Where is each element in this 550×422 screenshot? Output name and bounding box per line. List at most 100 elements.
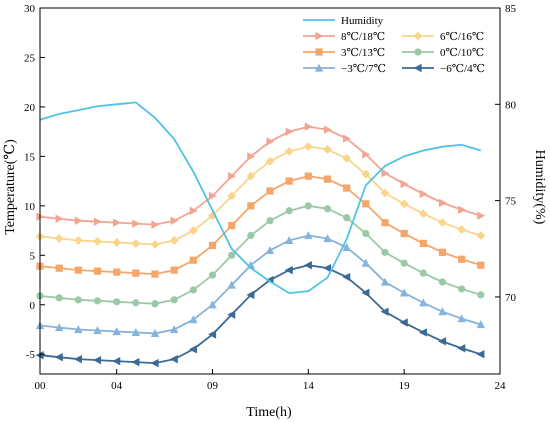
series-point	[55, 264, 63, 272]
y-axis-left-label: Temperature(℃)	[3, 139, 18, 235]
series-point	[380, 188, 390, 198]
series-point	[93, 297, 102, 305]
series-point	[419, 189, 428, 199]
series-point	[132, 269, 140, 277]
series-triangle-left	[35, 260, 485, 368]
series-point	[113, 268, 121, 276]
series-point	[131, 357, 140, 367]
series-point	[343, 184, 351, 192]
series-point	[380, 277, 390, 286]
series-point	[458, 205, 467, 214]
series-triangle-up	[35, 231, 486, 338]
series-point	[343, 134, 352, 143]
series-point	[457, 225, 467, 234]
series-point	[54, 352, 63, 362]
x-tick-label: 19	[399, 380, 411, 392]
plot-area	[35, 101, 486, 368]
y-right-tick-label: 75	[505, 196, 517, 208]
series-point	[304, 231, 313, 240]
series-point	[188, 345, 197, 354]
series-point	[227, 191, 237, 201]
series-point	[54, 234, 64, 243]
x-axis-label: Time(h)	[246, 405, 292, 420]
series-point	[438, 278, 447, 286]
series-point	[342, 153, 352, 163]
y-axis-right-label: Humidity(%)	[532, 150, 547, 225]
series-point	[150, 358, 159, 368]
series-point	[74, 266, 82, 274]
series-point	[170, 266, 178, 274]
series-point	[362, 229, 370, 238]
series-point	[399, 199, 409, 209]
legend-marker	[413, 31, 423, 41]
series-point	[93, 326, 102, 335]
series-point	[438, 248, 447, 256]
series-point	[400, 179, 409, 189]
series-point	[131, 328, 141, 337]
series-point	[150, 240, 160, 249]
y-right-tick-label: 85	[505, 3, 517, 15]
legend-marker	[413, 63, 422, 73]
series-point	[228, 171, 237, 181]
x-tick-label: 04	[111, 380, 123, 392]
series-point	[151, 300, 159, 308]
series-point	[246, 290, 255, 300]
legend-marker	[414, 48, 422, 56]
series-point	[458, 255, 466, 263]
series-point	[247, 231, 255, 240]
series-point	[438, 198, 447, 208]
series-point	[400, 259, 408, 267]
y-left-tick-label: -5	[26, 349, 36, 361]
series-point	[208, 241, 217, 250]
series-point	[284, 265, 293, 275]
y-left-tick-label: 30	[24, 3, 36, 15]
series-point	[361, 258, 371, 267]
y-right-tick-label: 80	[505, 99, 517, 111]
series-point	[112, 327, 121, 336]
series-square	[36, 172, 485, 278]
series-point	[438, 307, 447, 316]
series-point	[170, 216, 179, 225]
series-point	[189, 286, 197, 294]
series-point	[362, 150, 371, 159]
y-left-tick-label: 15	[24, 151, 36, 163]
series-point	[228, 251, 236, 259]
series-point	[284, 236, 294, 245]
series-point	[342, 242, 351, 251]
series-point	[457, 344, 466, 353]
legend-marker	[314, 63, 324, 72]
series-line	[39, 234, 482, 335]
series-point	[323, 125, 332, 134]
series-point	[419, 298, 428, 307]
humidity-line	[39, 101, 482, 295]
series-point	[303, 260, 312, 270]
series-point	[361, 288, 370, 298]
series-line	[39, 175, 482, 275]
series-point	[112, 356, 121, 366]
series-point	[132, 219, 141, 228]
series-point	[323, 234, 332, 243]
legend-label: 0℃/10℃	[440, 47, 484, 59]
series-point	[208, 330, 217, 339]
series-point	[438, 218, 447, 228]
series-point	[247, 152, 256, 161]
series-point	[304, 122, 313, 131]
x-tick-label: 09	[207, 380, 219, 392]
series-point	[189, 315, 198, 324]
y-left-tick-label: 25	[24, 52, 36, 64]
series-point	[418, 328, 427, 337]
series-point	[303, 142, 313, 151]
y-left-tick-label: 10	[24, 201, 36, 213]
series-point	[266, 217, 274, 225]
series-point	[151, 220, 160, 229]
series-point	[361, 169, 371, 179]
legend-marker	[315, 48, 323, 56]
series-point	[265, 156, 275, 166]
series-point	[93, 237, 102, 246]
series-point	[343, 214, 351, 222]
legend-label-humidity: Humidity	[341, 15, 384, 27]
series-point	[131, 239, 141, 248]
series-point	[73, 236, 83, 245]
series-point	[381, 168, 390, 178]
